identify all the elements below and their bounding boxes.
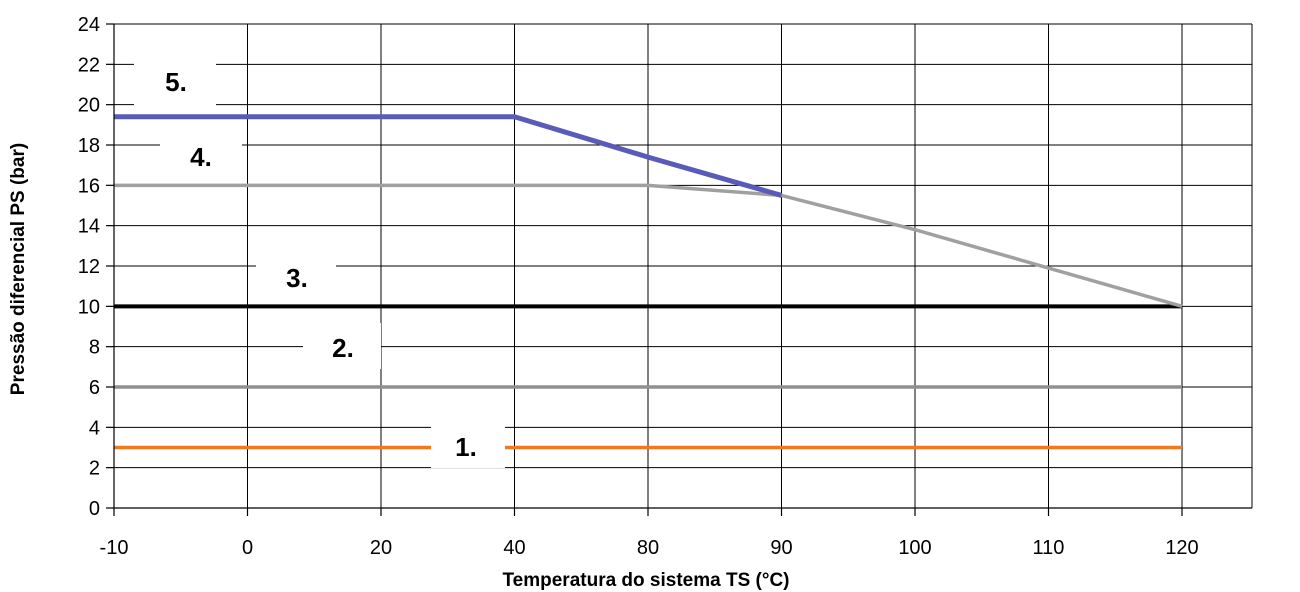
label-backgrounds [134, 56, 505, 468]
series-labels: 1. 2. 3. 4. 5. [165, 67, 477, 462]
series-label-3: 3. [286, 263, 308, 293]
series-lines [114, 114, 1183, 450]
x-tick-label: 100 [898, 537, 931, 559]
y-tick-label: 18 [78, 135, 100, 157]
y-tick-label: 16 [78, 175, 100, 197]
x-tick-labels: -10 0 20 40 80 90 100 110 120 [100, 537, 1199, 559]
x-tick-label: 20 [370, 537, 392, 559]
y-axis-title: Pressão diferencial PS (bar) [8, 143, 29, 395]
x-tick-label: 110 [1033, 537, 1065, 559]
series-label-5: 5. [165, 67, 187, 97]
y-tick-label: 20 [78, 95, 100, 117]
series-label-background [256, 256, 336, 300]
x-tick-label: -10 [100, 537, 129, 559]
y-tick-label: 10 [78, 296, 100, 318]
x-axis-title: Temperatura do sistema TS (°C) [502, 570, 789, 591]
x-tick-label: 80 [637, 537, 659, 559]
x-tick-label: 0 [242, 537, 253, 559]
axes [106, 23, 1252, 516]
y-tick-label: 24 [78, 14, 100, 36]
y-tick-label: 4 [89, 417, 100, 439]
series-label-4: 4. [190, 142, 212, 172]
series-line-4 [114, 183, 1183, 309]
y-tick-label: 8 [89, 337, 100, 359]
series-line-5 [114, 114, 783, 198]
series-label-2: 2. [332, 333, 354, 363]
grid-horizontal [114, 23, 1252, 469]
y-tick-label: 14 [78, 216, 100, 238]
series-label-background [303, 323, 381, 369]
x-tick-label: 90 [770, 537, 792, 559]
x-tick-label: 40 [503, 537, 525, 559]
y-tick-label: 12 [78, 256, 100, 278]
y-tick-label: 22 [78, 54, 100, 76]
series-label-1: 1. [455, 432, 477, 462]
series-label-background [160, 136, 242, 180]
y-tick-label: 2 [89, 458, 100, 480]
series-label-background [134, 56, 216, 106]
series-label-background [431, 424, 505, 468]
y-tick-label: 0 [89, 498, 100, 520]
y-tick-label: 6 [89, 377, 100, 399]
x-tick-label: 120 [1165, 537, 1198, 559]
